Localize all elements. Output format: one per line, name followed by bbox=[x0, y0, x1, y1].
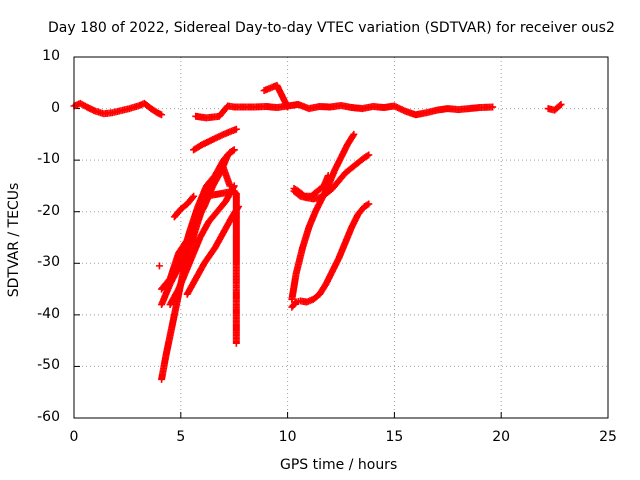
y-tick-label: -40 bbox=[37, 305, 60, 322]
x-tick-label: 15 bbox=[385, 429, 404, 445]
plot-frame bbox=[73, 56, 609, 419]
data-point bbox=[557, 100, 565, 108]
data-point bbox=[365, 151, 373, 159]
data-point bbox=[158, 111, 166, 119]
data-point bbox=[489, 103, 497, 111]
x-tick-label: 25 bbox=[599, 429, 617, 445]
y-tick-label: -20 bbox=[37, 202, 60, 219]
y-tick-label: -50 bbox=[37, 357, 60, 374]
data-point bbox=[232, 339, 240, 347]
data-point bbox=[232, 125, 240, 133]
chart-title: Day 180 of 2022, Sidereal Day-to-day VTE… bbox=[48, 20, 615, 36]
data-point bbox=[363, 152, 371, 160]
data-point bbox=[363, 201, 371, 209]
y-tick-label: -60 bbox=[37, 409, 60, 425]
data-point bbox=[556, 102, 564, 110]
y-axis-label: SDTVAR / TECUs bbox=[6, 182, 22, 298]
y-tick-label: -10 bbox=[37, 151, 60, 168]
x-tick-label: 0 bbox=[69, 429, 79, 445]
data-point bbox=[324, 172, 332, 180]
x-tick-label: 10 bbox=[278, 429, 297, 445]
data-point bbox=[229, 147, 237, 155]
data-point bbox=[230, 146, 238, 154]
data-point bbox=[190, 192, 198, 200]
data-point bbox=[284, 103, 292, 111]
data-points bbox=[70, 81, 565, 383]
x-tick-label: 5 bbox=[176, 429, 186, 445]
data-point bbox=[155, 262, 163, 270]
y-tick-label: 10 bbox=[42, 48, 60, 64]
data-point bbox=[365, 200, 373, 208]
x-tick-label: 20 bbox=[492, 429, 511, 445]
data-point bbox=[189, 194, 197, 202]
y-tick-label: 0 bbox=[51, 99, 60, 116]
data-point bbox=[349, 132, 357, 140]
x-axis-label: GPS time / hours bbox=[280, 457, 398, 473]
y-tick-label: -30 bbox=[37, 254, 60, 271]
data-point bbox=[350, 130, 358, 138]
